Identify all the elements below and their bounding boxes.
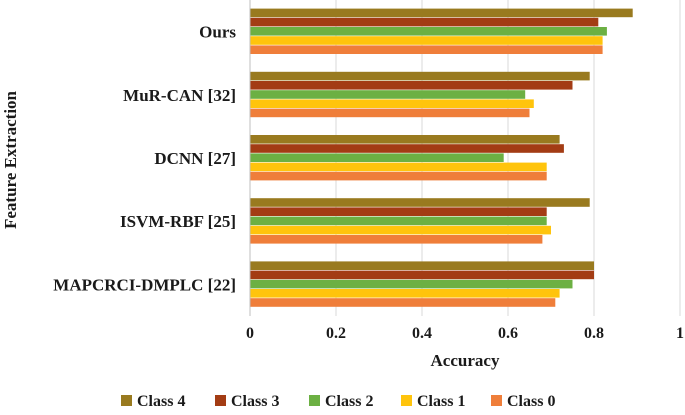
legend-swatch — [121, 395, 132, 406]
legend-label: Class 3 — [231, 393, 279, 410]
bar — [250, 71, 590, 81]
bar — [250, 235, 543, 244]
bar — [250, 90, 526, 99]
bar — [250, 207, 547, 216]
bar — [250, 261, 594, 270]
bar — [250, 144, 564, 153]
bar — [250, 36, 603, 45]
bar — [250, 153, 504, 162]
bar — [250, 162, 547, 172]
category-label: MuR-CAN [32] — [123, 86, 236, 105]
legend-label: Class 0 — [507, 393, 555, 410]
bar — [250, 135, 560, 144]
category-label: ISVM-RBF [25] — [120, 212, 236, 231]
legend-label: Class 1 — [417, 393, 465, 410]
bar — [250, 27, 607, 36]
y-axis-title: Feature Extraction — [1, 90, 20, 229]
category-label: MAPCRCI-DMPLC [22] — [53, 275, 236, 294]
bar — [250, 81, 573, 90]
bar — [250, 108, 530, 118]
bar — [250, 279, 573, 289]
legend-label: Class 4 — [137, 393, 185, 410]
bar — [250, 17, 599, 27]
legend-swatch — [401, 395, 412, 406]
bar — [250, 171, 547, 181]
bar — [250, 8, 633, 18]
bar — [250, 270, 594, 280]
x-tick-labels: 0 0.2 0.4 0.6 0.8 1 — [246, 325, 684, 342]
x-axis-title: Accuracy — [431, 351, 500, 370]
category-label: Ours — [199, 23, 236, 42]
legend-label: Class 2 — [325, 393, 373, 410]
bar — [250, 289, 560, 298]
bar — [250, 298, 556, 307]
bar — [250, 99, 534, 108]
legend-swatch — [215, 395, 226, 406]
x-tick-label: 1 — [676, 325, 684, 342]
category-label: DCNN [27] — [154, 149, 236, 168]
legend-swatch — [309, 395, 320, 406]
x-tick-label: 0.8 — [584, 325, 604, 342]
bar — [250, 45, 603, 54]
x-tick-label: 0.2 — [326, 325, 346, 342]
legend: Class 4 Class 3 Class 2 Class 1 Class 0 — [121, 393, 555, 410]
bar — [250, 216, 547, 226]
bar — [250, 198, 590, 207]
category-labels: Ours MuR-CAN [32] DCNN [27] ISVM-RBF [25] MA… — [53, 23, 236, 295]
x-tick-label: 0 — [246, 325, 254, 342]
x-tick-label: 0.4 — [412, 325, 432, 342]
bar — [250, 225, 551, 235]
bars — [250, 8, 633, 307]
x-tick-label: 0.6 — [498, 325, 518, 342]
legend-swatch — [491, 395, 502, 406]
